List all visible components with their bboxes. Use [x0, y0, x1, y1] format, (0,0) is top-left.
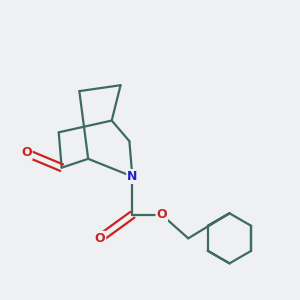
Text: O: O: [157, 208, 167, 221]
Text: O: O: [21, 146, 32, 159]
Text: O: O: [94, 232, 105, 245]
Text: N: N: [127, 170, 137, 183]
